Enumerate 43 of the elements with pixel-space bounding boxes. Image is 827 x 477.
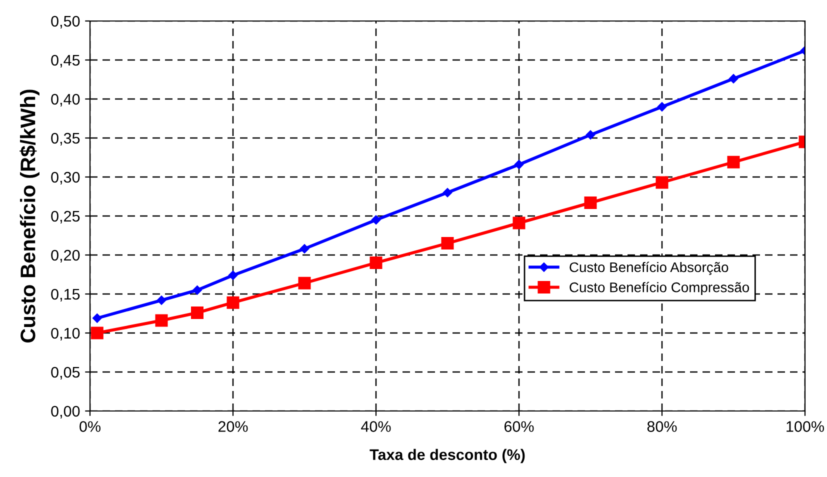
y-axis-title: Custo Benefício (R$/kWh) xyxy=(20,90,40,342)
y-tick-label: 0,40 xyxy=(51,94,80,106)
x-tick-label: 100% xyxy=(786,421,824,432)
x-tick-label: 60% xyxy=(504,421,534,432)
y-tick-label: 0,10 xyxy=(51,328,80,340)
point xyxy=(370,256,382,270)
y-tick-label: 0,20 xyxy=(51,250,80,262)
point xyxy=(441,237,454,250)
point xyxy=(228,270,238,280)
point xyxy=(728,74,738,84)
point xyxy=(657,102,667,112)
point xyxy=(155,314,168,327)
y-tick-label: 0,45 xyxy=(51,54,80,68)
point xyxy=(90,326,104,340)
y-tick-label: 0,25 xyxy=(51,210,80,224)
legend-label: Custo Benefício Compressão xyxy=(570,282,750,296)
point xyxy=(192,285,202,295)
x-tick-label: 0% xyxy=(80,421,100,432)
y-tick-label: 0,15 xyxy=(51,288,80,302)
point xyxy=(298,276,311,290)
point xyxy=(512,216,526,230)
point xyxy=(156,296,166,305)
y-tick-label: 0,35 xyxy=(51,132,80,146)
x-tick-label: 20% xyxy=(218,421,248,432)
point xyxy=(514,160,524,170)
point xyxy=(586,130,596,140)
point xyxy=(191,306,204,319)
y-tick-label: 0,30 xyxy=(51,172,80,184)
y-tick-label: 0,50 xyxy=(51,16,80,28)
point xyxy=(300,244,310,254)
point xyxy=(584,196,597,209)
x-tick-label: 40% xyxy=(361,421,391,432)
legend-label: Custo Benefício Absorção xyxy=(570,262,728,275)
point xyxy=(92,314,102,323)
point xyxy=(226,296,240,309)
y-tick-label: 0,05 xyxy=(51,366,80,380)
y-tick-label: 0,00 xyxy=(51,406,80,418)
point xyxy=(727,156,740,168)
x-tick-label: 80% xyxy=(647,421,677,432)
point xyxy=(442,188,452,198)
point xyxy=(371,215,381,225)
x-axis-title: Taxa de desconto (%) xyxy=(370,448,525,464)
point xyxy=(656,176,668,189)
